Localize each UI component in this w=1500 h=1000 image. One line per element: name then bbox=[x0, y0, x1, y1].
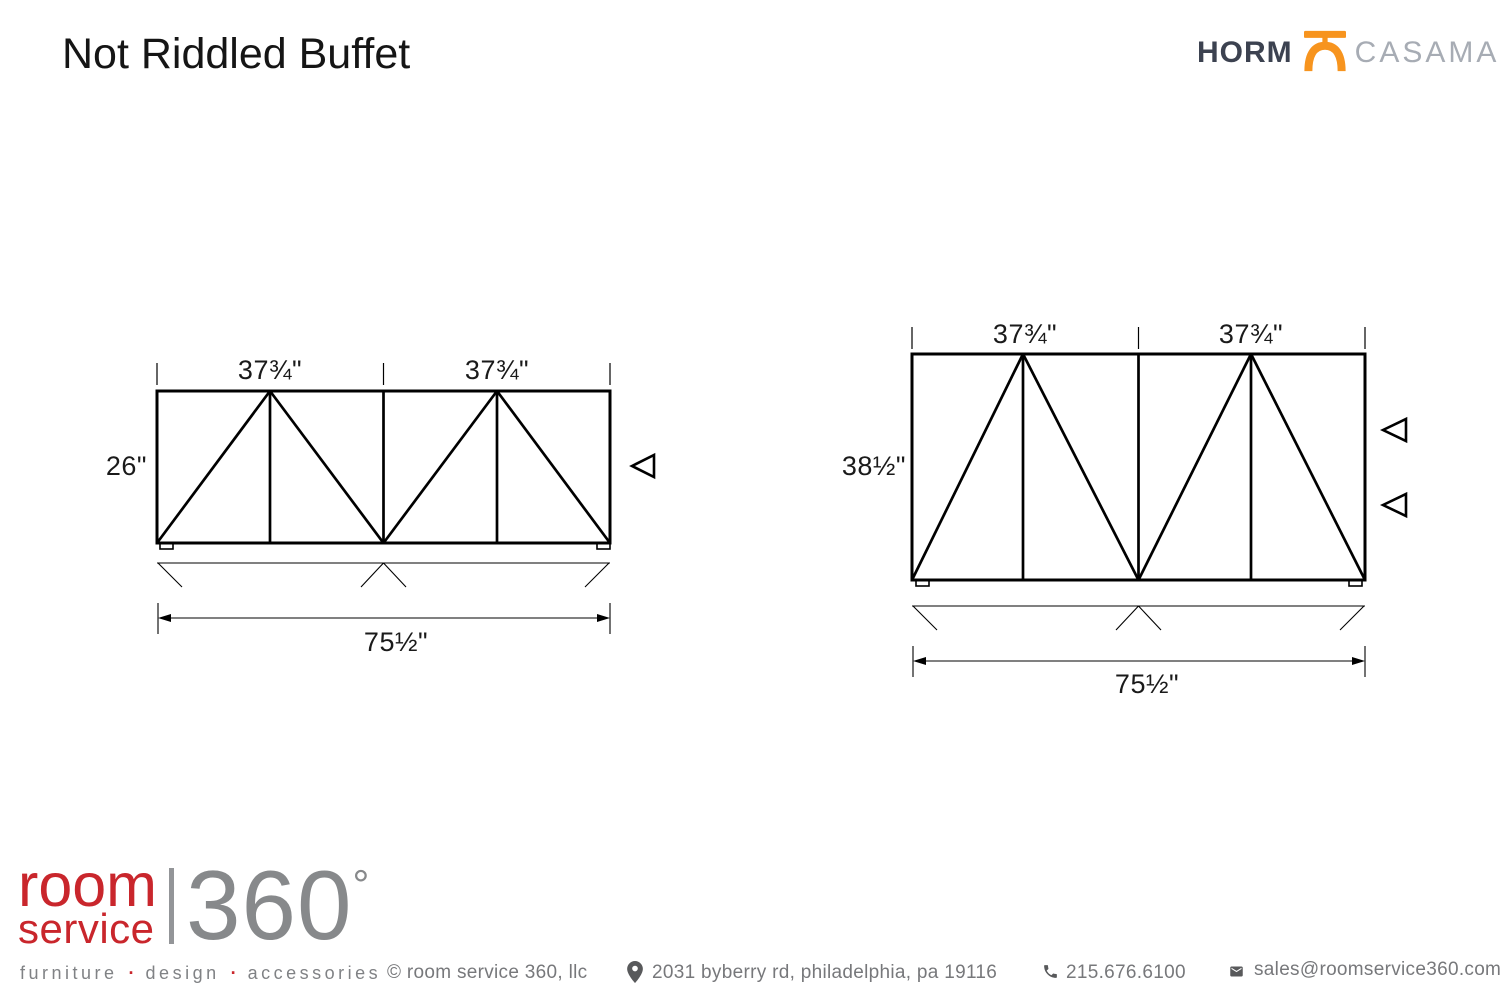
door-swing-arrow-icon bbox=[1379, 416, 1408, 444]
horm-casamania-logo: HORM CASAMANIA bbox=[1197, 28, 1500, 78]
email-link[interactable]: sales@roomservice360.com bbox=[1254, 959, 1500, 980]
tall-unit-height-dimension: 38½" bbox=[841, 451, 906, 481]
copyright-text: © room service 360, llc bbox=[387, 962, 588, 983]
overall-width-dimension bbox=[913, 646, 1365, 677]
page-title: Not Riddled Buffet bbox=[62, 30, 411, 78]
logo-360: 360 ° bbox=[185, 850, 371, 960]
phone-icon bbox=[1042, 963, 1059, 985]
door-swing-arrow-icon bbox=[629, 452, 656, 480]
low-unit-segment2-dimension: 37¾" bbox=[464, 355, 530, 385]
phone-number: 215.676.6100 bbox=[1066, 962, 1186, 983]
tall-unit-segment2-dimension: 37¾" bbox=[1218, 319, 1284, 349]
right-foot bbox=[596, 542, 611, 550]
tall-unit-segment1-dimension: 37¾" bbox=[992, 319, 1058, 349]
location-pin-icon bbox=[627, 961, 643, 988]
right-foot bbox=[1348, 579, 1363, 587]
tagline-dot: · bbox=[230, 963, 237, 983]
address-text: 2031 byberry rd, philadelphia, pa 19116 bbox=[652, 962, 998, 983]
buffet-body bbox=[157, 391, 611, 550]
left-foot bbox=[159, 542, 174, 550]
overall-width-dimension bbox=[158, 603, 610, 634]
envelope-icon bbox=[1227, 964, 1246, 984]
horm-table-icon bbox=[1303, 26, 1346, 81]
buffet-body bbox=[912, 354, 1365, 587]
tall-unit-overall-width-dimension: 75½" bbox=[1114, 669, 1180, 699]
floor-line bbox=[157, 563, 610, 587]
top-extension-ticks bbox=[912, 327, 1365, 349]
low-unit-height-dimension: 26" bbox=[105, 451, 147, 481]
room-service-wordmark: room service bbox=[18, 851, 157, 952]
floor-line bbox=[912, 606, 1365, 630]
low-unit-drawing bbox=[140, 350, 656, 670]
left-foot bbox=[915, 579, 930, 587]
logo-divider bbox=[168, 868, 174, 944]
logo-tagline: furniture · design · accessories bbox=[20, 963, 382, 983]
top-extension-ticks bbox=[157, 363, 610, 385]
tall-unit-drawing bbox=[895, 310, 1408, 710]
casamania-wordmark: CASAMANIA bbox=[1354, 36, 1500, 69]
degree-symbol: ° bbox=[352, 861, 371, 908]
low-unit-segment1-dimension: 37¾" bbox=[237, 355, 303, 385]
door-swing-arrow-icon bbox=[1379, 491, 1408, 519]
tagline-dot: · bbox=[128, 963, 135, 983]
room-service-360-logo: room service 360 ° bbox=[18, 850, 371, 960]
low-unit-overall-width-dimension: 75½" bbox=[363, 627, 429, 657]
horm-wordmark: HORM bbox=[1197, 36, 1293, 69]
